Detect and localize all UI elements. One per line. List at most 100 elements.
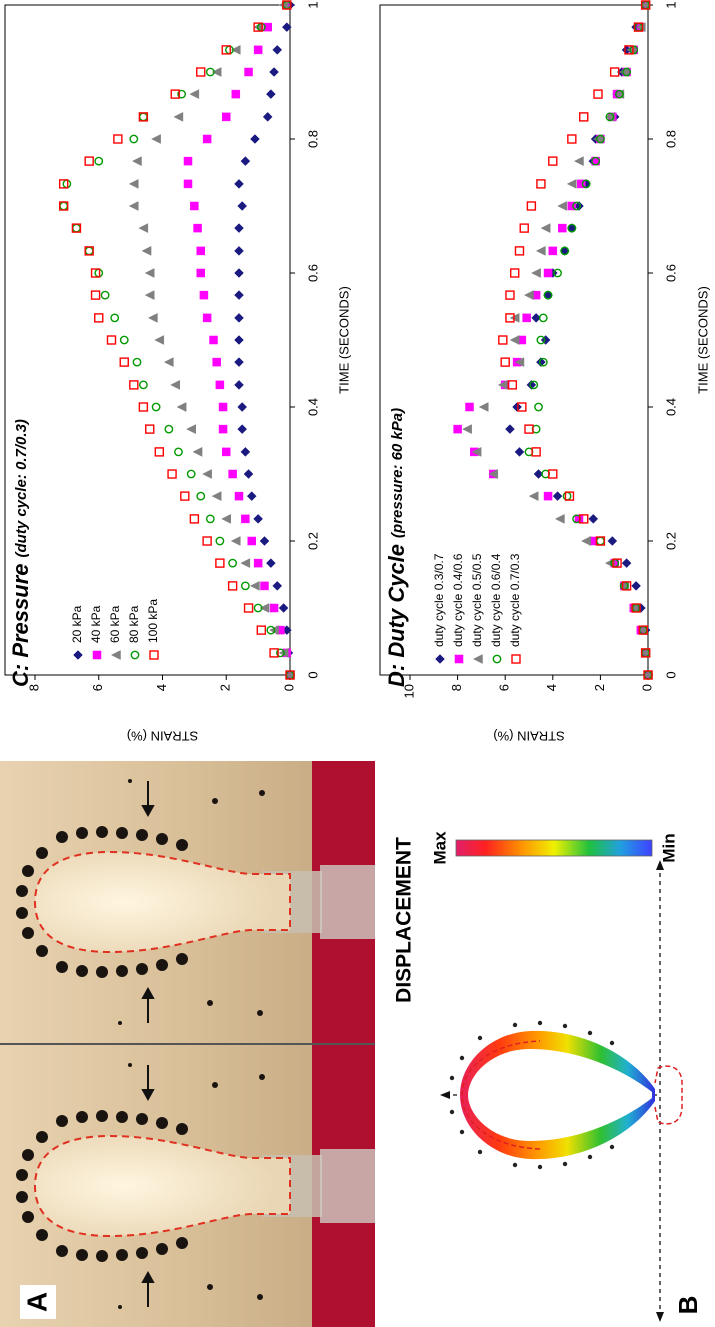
series (183, 0, 295, 680)
marker (269, 648, 279, 658)
legend-marker (511, 654, 521, 664)
series (498, 0, 653, 680)
y-axis-label: STRAIN (%) (127, 729, 199, 744)
marker (615, 89, 624, 99)
marker (234, 357, 244, 367)
marker (240, 558, 251, 569)
panel-b: B DISPLACEMENT Max Min (393, 831, 703, 1322)
marker (231, 89, 241, 99)
marker (215, 380, 225, 390)
marker (524, 424, 534, 434)
chart: 0 0.2 0.4 0.6 0.8 1 0 2 4 6 8 TIME (SECONDS) STRAIN … (4, 0, 351, 744)
marker (269, 603, 279, 613)
panel-label: A (21, 1292, 52, 1312)
marker (581, 179, 591, 189)
marker (266, 89, 276, 99)
marker (505, 424, 515, 434)
title-sub: (pressure: 60 kPa) (389, 408, 406, 538)
marker (221, 45, 231, 55)
marker (498, 335, 508, 345)
marker (183, 156, 193, 166)
marker (567, 223, 577, 233)
marker (138, 112, 149, 122)
marker (624, 45, 634, 55)
marker (230, 44, 241, 55)
marker (510, 268, 520, 278)
y-tick-label: 2 (218, 684, 233, 691)
outline (461, 1040, 541, 1150)
marker (259, 603, 270, 613)
marker (234, 313, 244, 323)
marker (58, 179, 69, 189)
marker (514, 246, 525, 256)
marker (205, 514, 215, 524)
marker (272, 45, 283, 55)
marker (595, 536, 606, 546)
marker (548, 156, 558, 166)
marker (523, 290, 534, 301)
marker (211, 491, 222, 502)
x-axis-label: TIME (SECONDS) (336, 286, 351, 394)
marker (631, 603, 641, 613)
marker (240, 156, 251, 166)
marker (196, 246, 205, 256)
x-tick-label: 0.2 (305, 532, 320, 550)
y-tick-label: 8 (26, 684, 41, 691)
arrow-heads (440, 860, 664, 1322)
marker (212, 357, 221, 367)
x-tick-label: 0.2 (663, 532, 678, 550)
marker (128, 201, 139, 211)
marker (237, 402, 248, 412)
marker (276, 648, 285, 658)
marker (593, 89, 603, 99)
marker (189, 89, 200, 100)
marker (240, 581, 250, 591)
marker (222, 447, 231, 457)
marker (453, 424, 462, 434)
marker (596, 536, 605, 546)
y-tick-label: 6 (90, 684, 105, 691)
marker (196, 491, 206, 501)
marker (147, 312, 158, 323)
marker (552, 491, 563, 501)
marker (591, 156, 601, 166)
marker (643, 670, 653, 680)
marker (250, 134, 260, 144)
marker (256, 625, 267, 635)
marker (193, 223, 202, 233)
marker (84, 246, 94, 256)
marker (183, 179, 193, 189)
legend-marker (130, 650, 140, 660)
marker (151, 134, 161, 144)
marker (462, 424, 472, 435)
photo-divider (0, 1043, 375, 1045)
marker (196, 67, 206, 77)
marker (572, 201, 581, 211)
marker (609, 67, 620, 77)
series (234, 0, 295, 680)
chart-title: C: Pressure (duty cycle: 0.7/0.3) (8, 419, 33, 687)
marker (631, 581, 641, 591)
marker (540, 223, 551, 234)
marker (119, 335, 129, 345)
marker (266, 558, 276, 568)
marker (588, 514, 599, 524)
marker (215, 536, 225, 546)
marker (263, 22, 272, 32)
marker (221, 513, 231, 524)
marker (151, 402, 161, 412)
marker (59, 201, 69, 211)
marker (180, 491, 190, 501)
legend-label: duty cycle 0.6/0.4 (489, 553, 503, 647)
legend-label: 100 kPa (146, 599, 160, 643)
marker (241, 514, 250, 524)
legend-marker (92, 650, 102, 660)
marker (573, 156, 584, 167)
marker (199, 290, 209, 300)
y-tick-label: 6 (497, 684, 512, 691)
marker (170, 89, 180, 99)
legend-marker (492, 654, 502, 664)
marker (512, 402, 522, 412)
